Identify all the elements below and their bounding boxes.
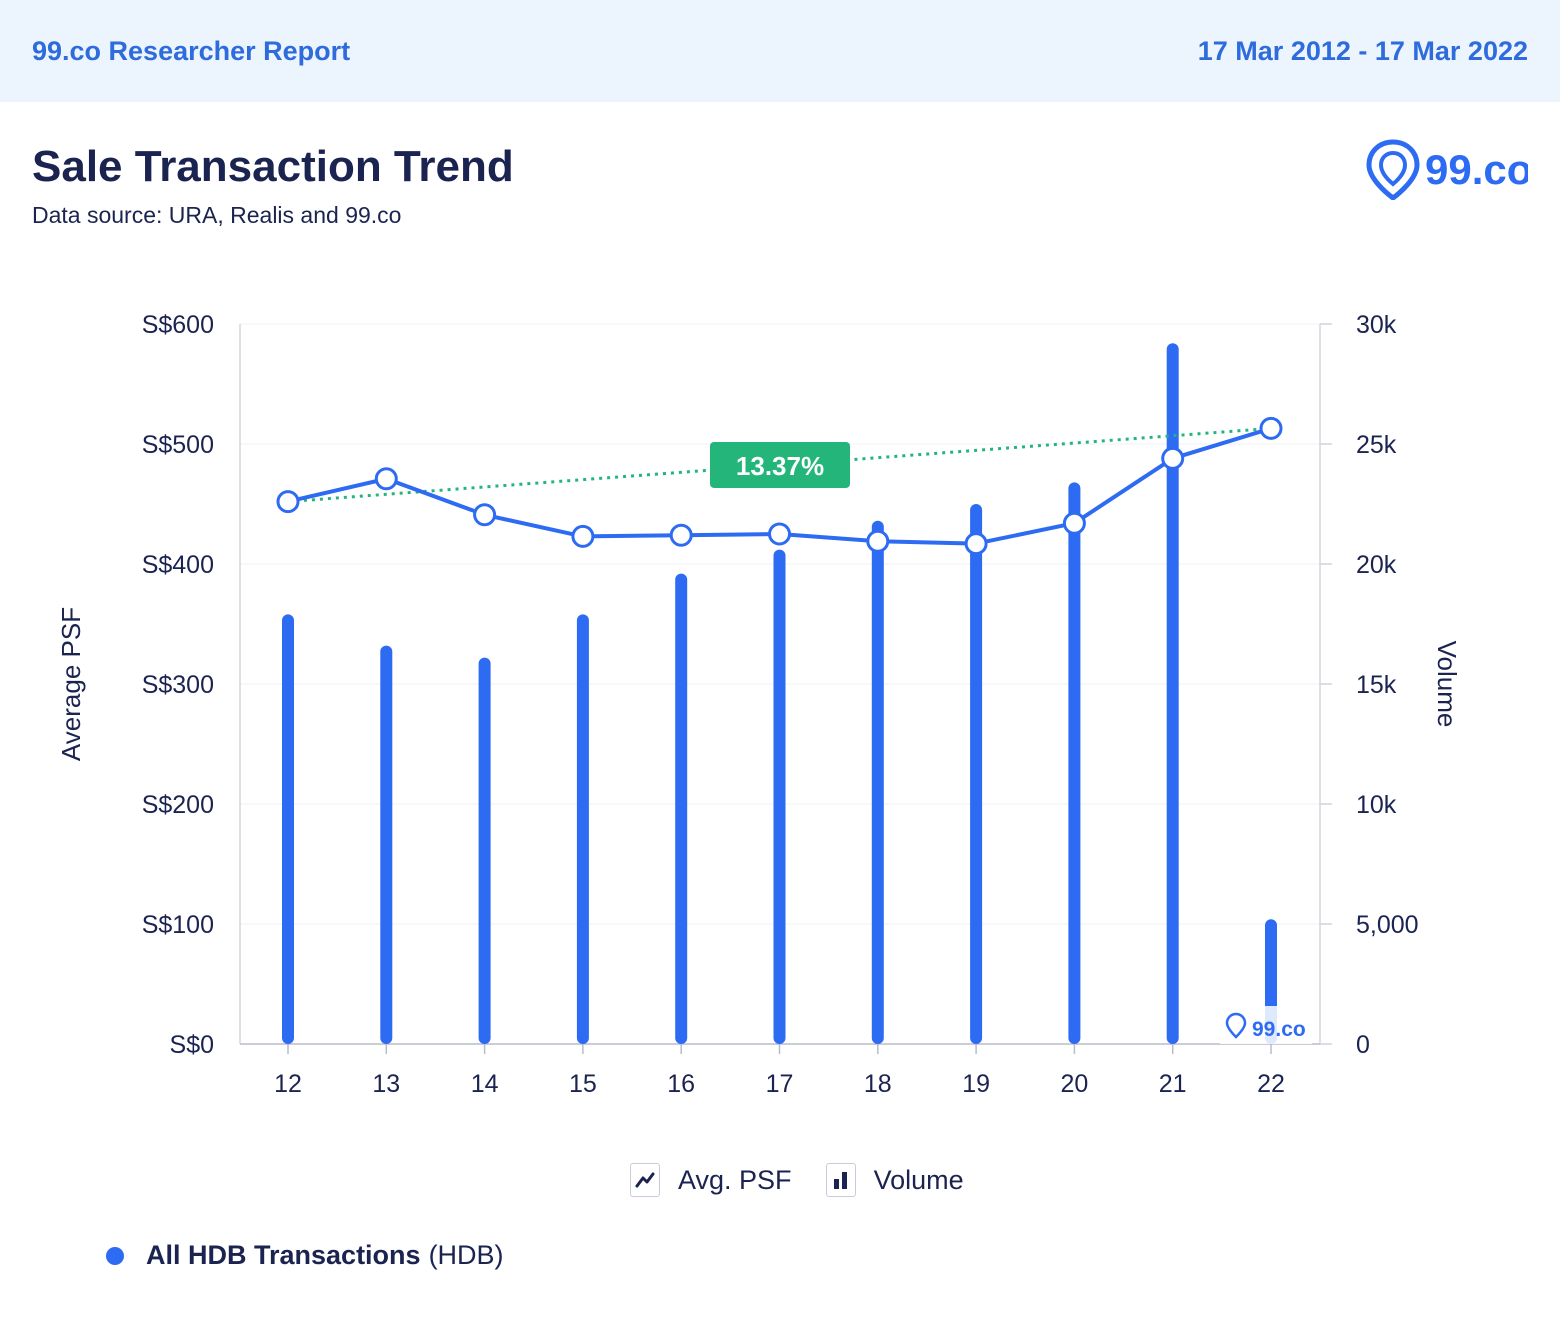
x-tick-label: 16 (667, 1070, 695, 1098)
series-name: All HDB Transactions (146, 1240, 421, 1270)
chart-legend: Avg. PSF Volume (630, 1160, 998, 1200)
legend-item-volume[interactable]: Volume (825, 1163, 964, 1197)
x-tick-label: 20 (1060, 1070, 1088, 1098)
chart-axes (239, 323, 1332, 1054)
y2-tick-label: 5,000 (1356, 911, 1419, 939)
x-tick-label: 13 (372, 1070, 400, 1098)
avg-psf-point[interactable] (768, 522, 791, 546)
report-brand: 99.co Researcher Report (32, 36, 351, 66)
volume-bar[interactable] (478, 657, 491, 1044)
volume-bar[interactable] (773, 549, 786, 1044)
y-tick-label: S$400 (142, 551, 214, 579)
volume-bar[interactable] (282, 614, 294, 1044)
series-dot-icon (106, 1246, 124, 1265)
location-pin-icon (1366, 139, 1420, 200)
volume-bar[interactable] (380, 645, 393, 1044)
x-tick-label: 21 (1159, 1070, 1187, 1098)
avg-psf-point[interactable] (1161, 446, 1185, 470)
avg-psf-point[interactable] (866, 529, 890, 553)
y2-tick-label: 0 (1356, 1031, 1370, 1059)
avg-psf-line (276, 416, 1283, 556)
trend-badge-label: 13.37% (736, 451, 824, 481)
series-type: (HDB) (428, 1240, 504, 1270)
avg-psf-point[interactable] (571, 524, 595, 548)
data-source-subtitle: Data source: URA, Realis and 99.co (32, 202, 402, 228)
y2-tick-label: 15k (1356, 671, 1397, 699)
chart-watermark: 99.co (1220, 1006, 1312, 1044)
line-chart-icon (630, 1163, 660, 1197)
y-tick-label: S$300 (142, 671, 214, 699)
x-tick-label: 12 (274, 1070, 302, 1098)
y-tick-label: S$500 (142, 431, 214, 459)
trend-layer: 13.37% (287, 426, 1272, 504)
volume-bar[interactable] (1068, 482, 1081, 1044)
avg-psf-point[interactable] (276, 490, 300, 514)
x-tick-label: 14 (471, 1070, 499, 1098)
volume-bar[interactable] (1166, 343, 1179, 1044)
bar-chart-icon (825, 1163, 856, 1197)
pin-outline (1225, 1012, 1247, 1039)
y-axis-title: Average PSF (56, 607, 86, 761)
x-tick-label: 22 (1257, 1070, 1285, 1098)
avg-psf-point[interactable] (374, 467, 398, 491)
volume-bar[interactable] (970, 504, 983, 1044)
legend-label-volume: Volume (873, 1164, 964, 1195)
legend-label-avg-psf: Avg. PSF (678, 1164, 792, 1195)
brand-logo: 99.co (1366, 139, 1528, 200)
logo-text: 99.co (1425, 146, 1528, 193)
page-title: Sale Transaction Trend (32, 142, 514, 191)
report-header (0, 0, 1560, 102)
y-tick-label: S$0 (170, 1031, 214, 1059)
avg-psf-point[interactable] (964, 532, 988, 556)
avg-psf-point[interactable] (669, 523, 693, 547)
volume-bar[interactable] (576, 614, 589, 1044)
y-tick-label: S$600 (142, 311, 214, 339)
avg-psf-point[interactable] (1259, 416, 1283, 440)
avg-psf-point[interactable] (473, 503, 497, 527)
y2-tick-label: 10k (1356, 791, 1397, 819)
y2-tick-label: 30k (1356, 311, 1397, 339)
y2-tick-label: 20k (1356, 551, 1397, 579)
y2-axis-title: Volume (1432, 641, 1462, 728)
x-tick-label: 18 (864, 1070, 892, 1098)
y-tick-label: S$100 (142, 911, 214, 939)
axis-labels: S$0S$100S$200S$300S$400S$500S$60005,0001… (56, 311, 1462, 1098)
watermark-text: 99.co (1252, 1018, 1306, 1041)
y-tick-label: S$200 (142, 791, 214, 819)
volume-bar[interactable] (675, 573, 688, 1044)
volume-bar[interactable] (871, 520, 884, 1044)
date-range: 17 Mar 2012 - 17 Mar 2022 (1197, 36, 1528, 66)
series-note: All HDB Transactions (HDB) (106, 1240, 504, 1271)
legend-item-avg-psf[interactable]: Avg. PSF (630, 1163, 792, 1197)
trend-badge (710, 441, 850, 488)
x-tick-label: 19 (962, 1070, 990, 1098)
location-pin-icon (1225, 1012, 1247, 1039)
volume-bars (282, 343, 1277, 1044)
avg-psf-point[interactable] (1062, 511, 1086, 535)
x-tick-label: 15 (569, 1070, 597, 1098)
x-tick-label: 17 (766, 1070, 794, 1098)
sale-transaction-chart: 13.37% S$0 S$100 S$200 S$300 S$400 S$500 S$600… (56, 311, 1462, 1098)
y2-tick-label: 25k (1356, 431, 1397, 459)
